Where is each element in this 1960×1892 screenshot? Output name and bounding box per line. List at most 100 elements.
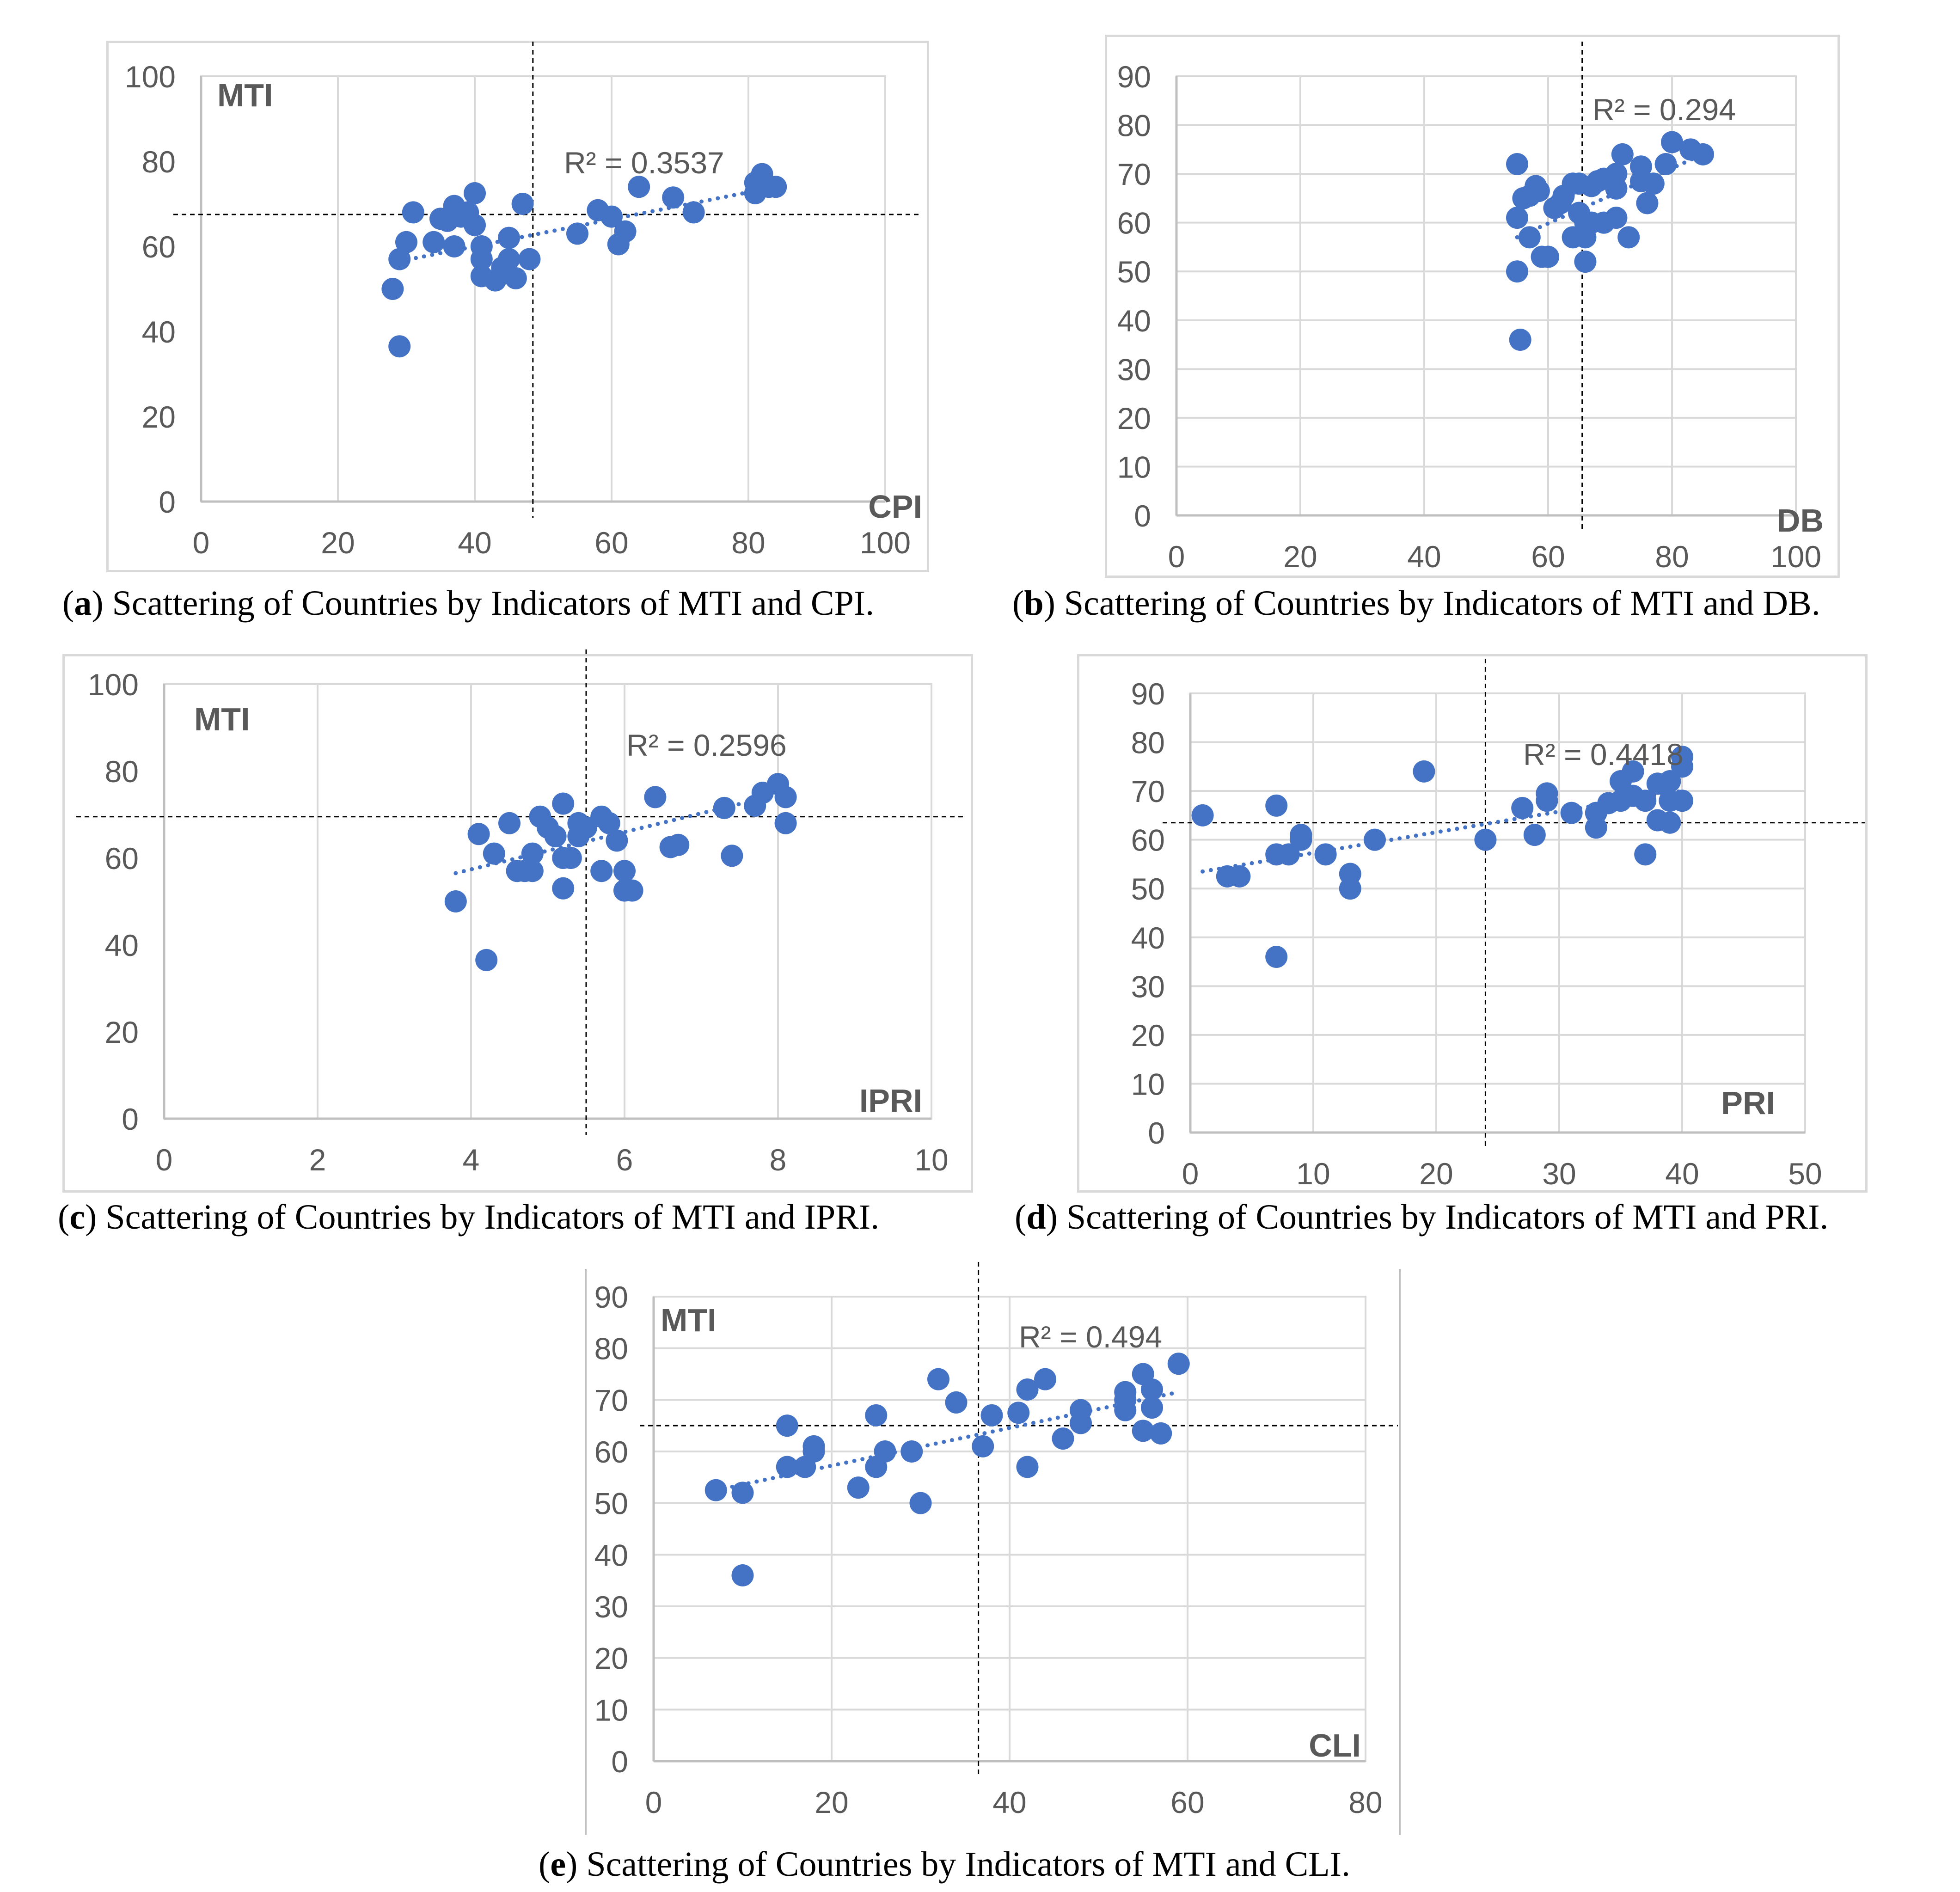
y-tick-label: 30 [1131, 969, 1165, 1004]
data-point [1605, 177, 1628, 200]
data-point [1191, 804, 1214, 827]
caption-b: (b) Scattering of Countries by Indicator… [1012, 584, 1820, 623]
scatter-chart-d: 0 10 20 30 40 50 0 10 20 30 40 50 60 70 80 90 PRI R² = 0.… [1131, 659, 1865, 1191]
y-tick-label: 30 [594, 1590, 628, 1624]
data-point [575, 816, 597, 839]
data-point [443, 235, 466, 257]
r-squared-label: R² = 0.3537 [564, 146, 724, 180]
data-point [518, 248, 541, 270]
data-point [464, 182, 486, 204]
data-point [606, 829, 628, 852]
data-point [1114, 1389, 1137, 1411]
data-point [1364, 828, 1386, 851]
data-point [1413, 760, 1435, 783]
data-point [1661, 131, 1683, 153]
y-tick-label: 0 [159, 485, 176, 519]
y-tick-label: 60 [1131, 823, 1165, 857]
data-point [498, 248, 520, 270]
data-point [980, 1404, 1003, 1427]
data-point [1167, 1353, 1190, 1375]
data-point [909, 1492, 932, 1514]
scatter-chart-b: 0 20 40 60 80 100 0 10 20 30 40 50 60 70 80 90 DB R² = 0.… [1117, 42, 1824, 574]
y-tick-label: 60 [1117, 206, 1151, 240]
y-tick-label: 40 [142, 315, 176, 349]
data-point [1132, 1420, 1154, 1442]
data-point [765, 176, 787, 198]
y-tick-label: 40 [594, 1538, 628, 1572]
data-point [644, 786, 667, 808]
y-tick-label: 90 [1131, 677, 1165, 711]
x-tick-label: 20 [1419, 1157, 1453, 1191]
data-point [1692, 143, 1714, 165]
x-tick-label: 60 [1170, 1785, 1204, 1819]
data-point [464, 214, 486, 236]
plot-area-border [200, 75, 886, 502]
x-tick-label: 40 [1665, 1157, 1699, 1191]
y-axis-title: MTI [661, 1302, 717, 1338]
y-tick-label: 0 [1148, 1116, 1165, 1150]
data-point [423, 231, 445, 253]
data-point [1277, 843, 1300, 866]
y-tick-label: 80 [1117, 109, 1151, 143]
data-point [1560, 802, 1583, 824]
data-point [1605, 207, 1628, 229]
data-point [614, 220, 637, 243]
x-tick-label: 20 [1283, 539, 1317, 574]
y-tick-label: 40 [1131, 921, 1165, 955]
caption-e: (e) Scattering of Countries by Indicator… [539, 1845, 1350, 1884]
x-tick-label: 50 [1788, 1157, 1822, 1191]
data-point [1659, 811, 1681, 834]
data-point [1265, 946, 1288, 968]
data-point [552, 877, 575, 900]
y-tick-label: 20 [1131, 1018, 1165, 1053]
x-axis-title: CPI [868, 489, 922, 525]
data-point [1007, 1402, 1030, 1424]
y-tick-label: 100 [125, 60, 176, 94]
data-point [467, 823, 490, 845]
y-tick-label: 100 [88, 667, 139, 702]
y-tick-label: 90 [1117, 60, 1151, 94]
data-point [470, 248, 493, 270]
r-squared-label: R² = 0.2596 [626, 728, 787, 762]
data-point [1654, 153, 1677, 175]
y-tick-label: 80 [594, 1332, 628, 1366]
data-point [521, 860, 544, 882]
x-tick-label: 80 [1348, 1785, 1382, 1819]
data-point [1523, 824, 1546, 846]
caption-c: (c) Scattering of Countries by Indicator… [58, 1198, 880, 1237]
data-point [613, 860, 636, 882]
caption-a: (a) Scattering of Countries by Indicator… [62, 584, 875, 623]
data-point [1630, 155, 1652, 178]
data-point [544, 825, 567, 847]
y-tick-label: 70 [1131, 774, 1165, 808]
data-point [667, 833, 690, 856]
data-point [1506, 153, 1528, 175]
x-tick-label: 4 [463, 1143, 480, 1177]
x-tick-label: 0 [156, 1143, 173, 1177]
y-tick-label: 80 [142, 145, 176, 179]
data-point [1634, 843, 1657, 866]
y-tick-label: 0 [1134, 499, 1151, 533]
data-point [1070, 1399, 1092, 1421]
data-point [945, 1391, 968, 1414]
data-point [1511, 797, 1534, 820]
data-point [713, 796, 735, 819]
x-tick-label: 30 [1542, 1157, 1576, 1191]
data-point [1228, 865, 1251, 888]
data-point [1141, 1378, 1163, 1401]
x-axis-title: CLI [1309, 1727, 1361, 1763]
scatter-chart-e: 0 20 40 60 80 0 10 20 30 40 50 60 70 80 90 MTI CLI R² = 0… [594, 1262, 1398, 1819]
y-tick-label: 20 [142, 400, 176, 434]
chart-panel-b: 0 20 40 60 80 100 0 10 20 30 40 50 60 70 80 90 DB R² = 0.… [1105, 35, 1840, 578]
x-tick-label: 40 [1407, 539, 1441, 574]
scatter-chart-a: 0 20 40 60 80 100 0 20 40 60 80 100 MTI CPI R² = 0.353… [125, 42, 922, 560]
data-point [1141, 1396, 1163, 1419]
plot-area-border [163, 683, 932, 1120]
data-point [475, 949, 498, 971]
data-point [776, 1414, 798, 1437]
data-point [774, 812, 797, 834]
data-point [1339, 877, 1361, 900]
y-tick-label: 10 [1131, 1067, 1165, 1101]
data-point [900, 1440, 923, 1463]
data-point [1314, 843, 1337, 866]
